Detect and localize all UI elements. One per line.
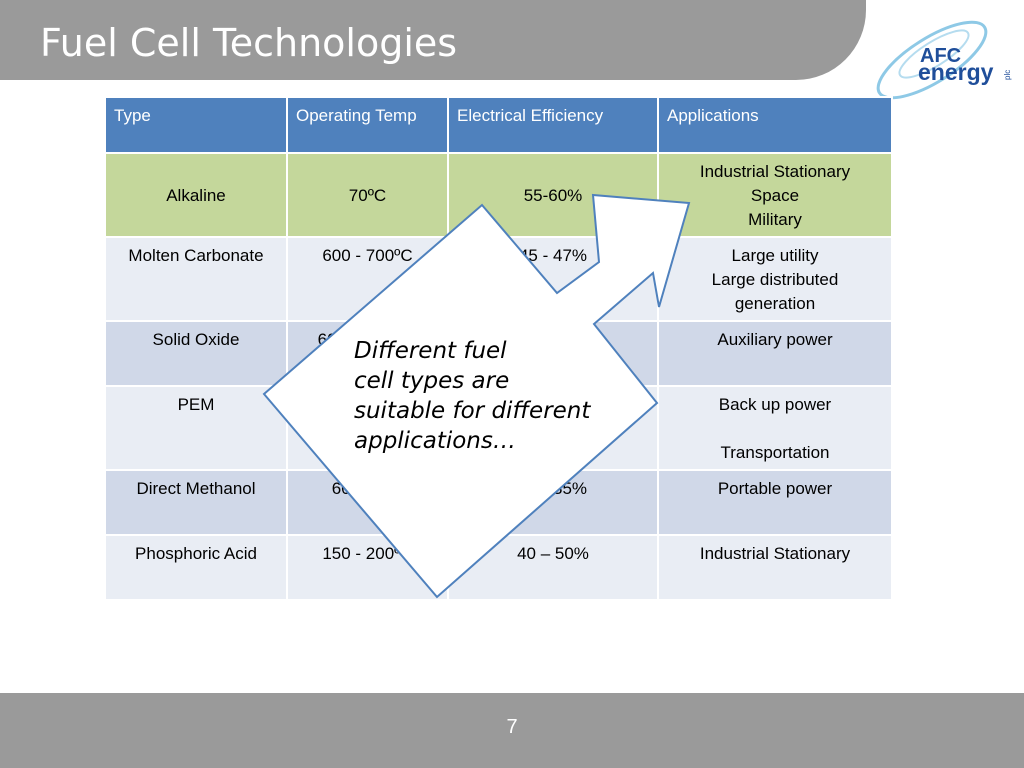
logo-text-plc: plc <box>1003 70 1012 80</box>
callout-line: suitable for different <box>354 398 591 424</box>
application-line: Large utility <box>731 246 819 265</box>
cell-temp: 70ºC <box>286 152 449 238</box>
application-line: Space <box>750 186 800 205</box>
cell-temp: 60 - 90ºC <box>286 469 449 536</box>
slide-title: Fuel Cell Technologies <box>40 21 458 65</box>
application-line: Auxiliary power <box>717 330 833 349</box>
cell-applications: Industrial Stationary <box>657 534 893 601</box>
cell-type: Alkaline <box>104 152 288 238</box>
application-line: Portable power <box>717 479 833 498</box>
title-bar <box>0 0 866 80</box>
cell-efficiency: 30 - 35% <box>447 469 659 536</box>
application-line: Large distributed <box>711 270 839 289</box>
application-line: Military <box>748 210 802 229</box>
cell-applications: Portable power <box>657 469 893 536</box>
callout-line: applications… <box>354 428 516 454</box>
application-line: generation <box>734 294 816 313</box>
cell-applications: Large utility Large distributed generati… <box>657 236 893 322</box>
cell-type: Molten Carbonate <box>104 236 288 322</box>
callout-text: Different fuel cell types are suitable f… <box>354 336 634 456</box>
cell-temp: 600 - 700ºC <box>286 236 449 322</box>
callout-line: Different fuel <box>354 338 507 364</box>
table-row: Direct Methanol 60 - 90ºC 30 - 35% Porta… <box>104 469 893 536</box>
application-line: Back up power <box>718 395 832 414</box>
header-electrical-efficiency: Electrical Efficiency <box>447 96 659 154</box>
cell-efficiency: 55-60% <box>447 152 659 238</box>
footer-bar <box>0 693 1024 768</box>
cell-type: Solid Oxide <box>104 320 288 387</box>
callout-line: cell types are <box>354 368 510 394</box>
cell-applications: Back up power Transportation <box>657 385 893 471</box>
header-applications: Applications <box>657 96 893 154</box>
cell-applications: Auxiliary power <box>657 320 893 387</box>
cell-efficiency: 45 - 47% <box>447 236 659 322</box>
table-row: Alkaline 70ºC 55-60% Industrial Stationa… <box>104 152 893 238</box>
application-line: Industrial Stationary <box>699 162 851 181</box>
cell-type: PEM <box>104 385 288 471</box>
header-operating-temp: Operating Temp <box>286 96 449 154</box>
table-row: Phosphoric Acid 150 - 200ºC 40 – 50% Ind… <box>104 534 893 601</box>
logo-text-energy: energy <box>918 59 994 85</box>
page-number: 7 <box>506 716 518 738</box>
cell-efficiency: 40 – 50% <box>447 534 659 601</box>
application-line: Transportation <box>720 443 830 462</box>
header-type: Type <box>104 96 288 154</box>
afc-energy-logo: AFC energy plc <box>876 20 1012 100</box>
cell-type: Phosphoric Acid <box>104 534 288 601</box>
table-row: Molten Carbonate 600 - 700ºC 45 - 47% La… <box>104 236 893 322</box>
cell-applications: Industrial Stationary Space Military <box>657 152 893 238</box>
table-header-row: Type Operating Temp Electrical Efficienc… <box>104 96 893 154</box>
logo-text-afc: AFC <box>920 45 961 67</box>
cell-type: Direct Methanol <box>104 469 288 536</box>
application-line: Industrial Stationary <box>699 544 851 563</box>
cell-temp: 150 - 200ºC <box>286 534 449 601</box>
